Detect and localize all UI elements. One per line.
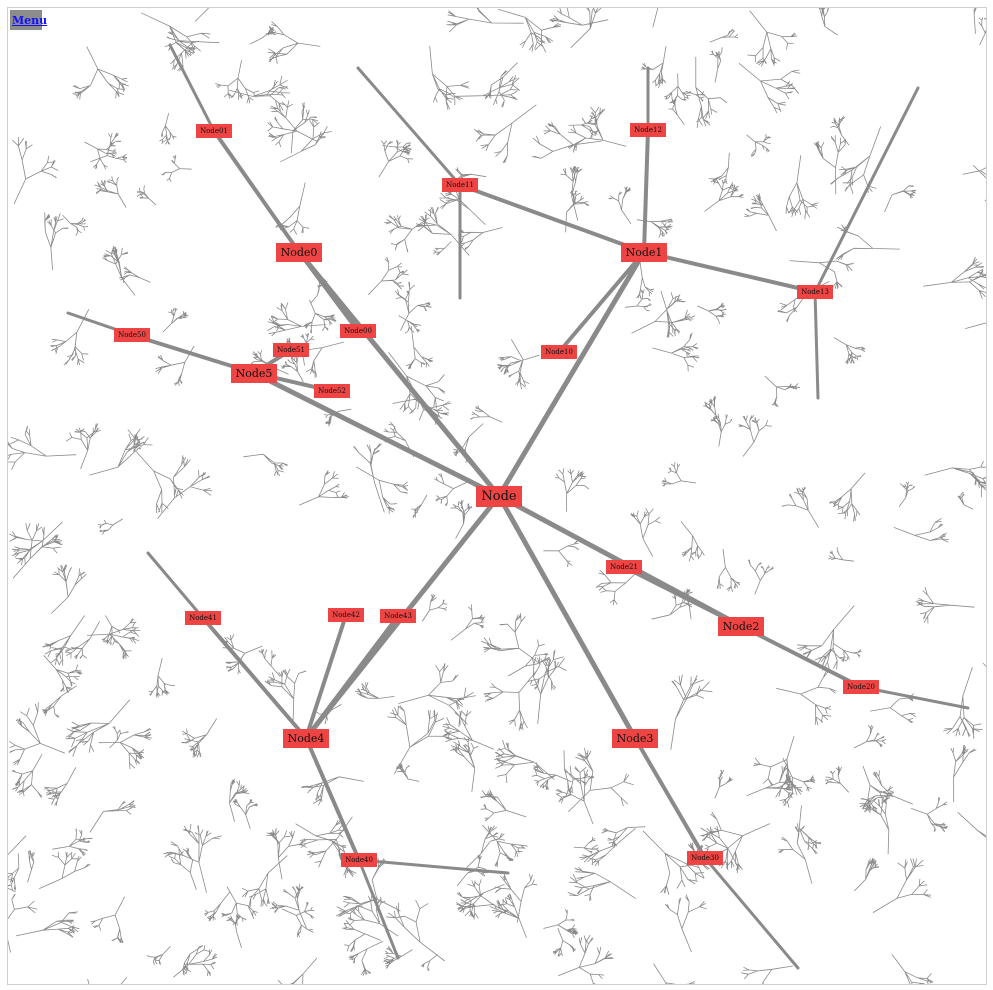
edge-node4-node43 <box>304 614 400 740</box>
edge-node1-node13 <box>642 250 817 294</box>
edge-extension-node01-0 <box>168 43 216 133</box>
node-node13[interactable]: Node13 <box>797 285 833 299</box>
edge-extension-node13-1 <box>813 290 820 400</box>
edge-node-node0 <box>296 249 502 499</box>
edge-extension-node41-0 <box>146 551 205 620</box>
node-node20[interactable]: Node20 <box>843 680 879 694</box>
node-node40[interactable]: Node40 <box>341 853 377 867</box>
node-node3[interactable]: Node3 <box>611 728 659 748</box>
node-node50[interactable]: Node50 <box>114 328 150 342</box>
edge-node0-node00 <box>297 250 360 333</box>
node-node41[interactable]: Node41 <box>185 611 221 625</box>
edge-extension-node30-0 <box>703 856 800 970</box>
edge-node2-node21 <box>622 565 743 628</box>
node-node42[interactable]: Node42 <box>328 608 364 622</box>
edge-extension-node13-0 <box>813 86 920 294</box>
node-node52[interactable]: Node52 <box>314 384 350 398</box>
node-node10[interactable]: Node10 <box>541 345 577 359</box>
node-node2[interactable]: Node2 <box>717 616 765 636</box>
edge-extension-node40-0 <box>357 858 510 875</box>
edge-node4-node41 <box>201 616 308 740</box>
node-node30[interactable]: Node30 <box>687 851 723 865</box>
edge-node2-node20 <box>739 624 863 689</box>
edge-node-node5 <box>251 370 502 499</box>
background-branch-texture <box>8 8 986 984</box>
node-node0[interactable]: Node0 <box>275 242 323 262</box>
edge-node1-node11 <box>458 183 646 254</box>
node-node00[interactable]: Node00 <box>340 324 376 338</box>
node-node51[interactable]: Node51 <box>273 343 309 357</box>
edge-node3-node30 <box>633 736 707 860</box>
node-node43[interactable]: Node43 <box>380 609 416 623</box>
edge-node-node1 <box>496 249 647 499</box>
node-node12[interactable]: Node12 <box>630 123 666 137</box>
edge-node0-node01 <box>212 129 301 254</box>
node-node21[interactable]: Node21 <box>606 560 642 574</box>
node-node01[interactable]: Node01 <box>196 124 232 138</box>
edge-extension-node11-0 <box>356 66 462 187</box>
menu-button[interactable]: Menu <box>10 10 47 30</box>
edge-node1-node12 <box>642 128 650 254</box>
node-node5[interactable]: Node5 <box>230 363 278 383</box>
node-node[interactable]: Node <box>476 485 522 507</box>
graph-canvas[interactable]: Node Node0 Node1 Node2 Node3 Node4 Node5 Node00… <box>7 7 987 985</box>
node-node1[interactable]: Node1 <box>620 242 668 262</box>
edge-node-node3 <box>496 493 638 741</box>
node-node4[interactable]: Node4 <box>282 728 330 748</box>
edge-extension-node40-1 <box>357 858 400 960</box>
node-node11[interactable]: Node11 <box>442 178 478 192</box>
edge-node4-node40 <box>304 736 361 862</box>
edge-node1-node10 <box>557 250 646 354</box>
edge-node4-node42 <box>304 613 348 740</box>
background-branches <box>8 8 986 984</box>
